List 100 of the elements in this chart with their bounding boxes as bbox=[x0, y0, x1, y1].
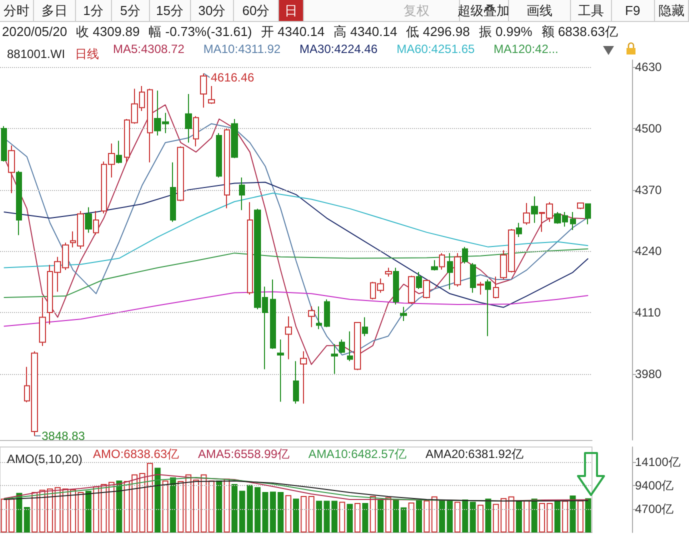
bar bbox=[577, 500, 584, 532]
candlestick bbox=[431, 260, 438, 272]
text: 开 4340.14 bbox=[261, 24, 325, 39]
line-series bbox=[3, 480, 589, 502]
bar bbox=[224, 478, 230, 532]
text: 60分 bbox=[234, 0, 279, 21]
candlestick bbox=[185, 93, 192, 144]
y-tick-label: 14100亿 bbox=[635, 455, 680, 469]
bar bbox=[431, 496, 438, 532]
bar bbox=[24, 507, 30, 532]
line-series bbox=[3, 192, 589, 268]
bar bbox=[216, 480, 222, 532]
candlestick bbox=[85, 206, 92, 234]
y-tick-label: 4240 bbox=[635, 244, 662, 258]
candlestick bbox=[177, 146, 184, 202]
candlestick bbox=[8, 144, 15, 194]
candlestick bbox=[408, 275, 415, 305]
bar bbox=[570, 496, 576, 532]
bar bbox=[531, 498, 538, 532]
bar bbox=[585, 498, 592, 532]
candlestick bbox=[516, 222, 522, 238]
candlestick bbox=[347, 330, 353, 362]
bar bbox=[524, 500, 530, 532]
candlestick bbox=[293, 360, 299, 404]
bar bbox=[162, 480, 168, 532]
bar bbox=[516, 500, 522, 532]
bar bbox=[293, 498, 299, 532]
bar bbox=[454, 502, 460, 532]
bar bbox=[446, 500, 453, 532]
bar bbox=[508, 496, 514, 532]
chart-title: AMO(5,10,20) bbox=[7, 452, 82, 466]
text: 工具 bbox=[571, 0, 612, 21]
candlestick bbox=[523, 202, 530, 226]
candlestick bbox=[423, 279, 430, 299]
y-tick-label: 4110 bbox=[635, 306, 662, 320]
text: 画线 bbox=[508, 0, 572, 21]
y-tick-label: 9400亿 bbox=[635, 478, 674, 492]
text: MA5:4308.72 bbox=[113, 42, 185, 56]
bar bbox=[316, 500, 322, 532]
text: 1分 bbox=[76, 0, 112, 21]
series-label: AMO:6838.63亿 bbox=[93, 447, 180, 461]
candlestick bbox=[393, 267, 399, 306]
bar bbox=[346, 504, 353, 532]
candlestick bbox=[400, 306, 407, 322]
bar bbox=[378, 500, 384, 532]
y-tick-label: 4630 bbox=[635, 60, 662, 74]
bar bbox=[554, 500, 560, 532]
bar bbox=[285, 495, 292, 532]
chart-subtitle: 日线 bbox=[75, 47, 99, 61]
candlestick bbox=[208, 85, 215, 104]
text: F9 bbox=[612, 0, 655, 21]
y-tick-label: 3980 bbox=[635, 366, 662, 381]
chart-title: 881001.WI bbox=[7, 47, 66, 61]
candlestick bbox=[577, 202, 584, 210]
candlestick bbox=[170, 162, 176, 222]
candlestick bbox=[339, 338, 345, 354]
text: 多日 bbox=[34, 0, 76, 21]
bar bbox=[416, 500, 422, 532]
candlestick bbox=[200, 72, 207, 108]
bar bbox=[470, 502, 476, 532]
bar bbox=[208, 480, 214, 532]
candlestick bbox=[570, 212, 576, 230]
candlestick bbox=[285, 316, 292, 360]
candlestick bbox=[247, 202, 253, 296]
text: 2020/05/20 bbox=[2, 24, 68, 39]
text: 日 bbox=[278, 0, 304, 21]
bar bbox=[385, 497, 392, 532]
bar bbox=[462, 500, 468, 532]
candlestick bbox=[270, 279, 276, 350]
text: 分时 bbox=[0, 0, 34, 21]
text: AMA10:6482.57亿 bbox=[308, 447, 406, 461]
candlestick bbox=[362, 316, 368, 337]
candlestick bbox=[354, 322, 361, 371]
candlestick bbox=[585, 203, 591, 225]
candlestick bbox=[193, 116, 199, 147]
bar bbox=[146, 462, 153, 532]
bar bbox=[170, 477, 176, 532]
text: 30分 bbox=[190, 0, 234, 21]
candlestick bbox=[447, 252, 453, 290]
bar bbox=[85, 490, 92, 532]
text: MA120:42... bbox=[494, 42, 558, 56]
bar bbox=[485, 498, 492, 532]
bar bbox=[408, 502, 414, 532]
text: 复权 bbox=[404, 2, 430, 18]
text: 低 4296.98 bbox=[406, 24, 470, 39]
series-label: AMA5:6558.99亿 bbox=[198, 447, 290, 461]
annotation: 3848.83 bbox=[42, 428, 86, 443]
text: 幅 -0.73%(-31.61) bbox=[148, 24, 252, 39]
bar bbox=[308, 496, 314, 532]
bar bbox=[562, 500, 568, 532]
annotation: 4616.46 bbox=[210, 70, 254, 84]
candlestick bbox=[485, 279, 491, 337]
bar bbox=[32, 492, 38, 532]
bar bbox=[300, 496, 307, 532]
bar bbox=[178, 481, 184, 532]
text: 额 6838.63亿 bbox=[541, 24, 618, 39]
candlestick bbox=[331, 344, 338, 374]
bar bbox=[354, 503, 361, 532]
y-tick-label: 4500 bbox=[635, 121, 662, 136]
candlestick bbox=[239, 177, 245, 211]
